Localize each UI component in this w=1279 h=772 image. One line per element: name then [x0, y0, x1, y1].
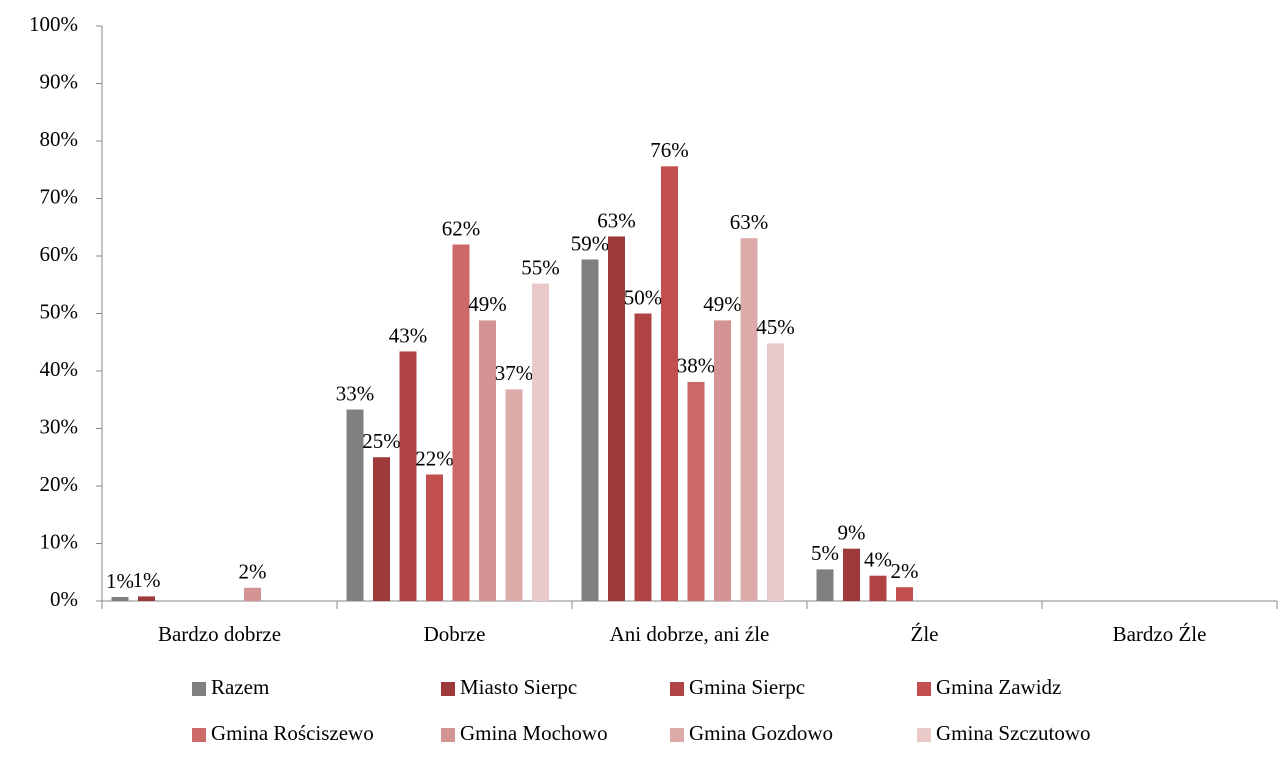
y-tick-label: 60% — [40, 242, 79, 266]
y-tick-label: 20% — [40, 472, 79, 496]
value-label: 43% — [389, 323, 428, 347]
legend-swatch — [670, 728, 684, 742]
legend-label: Gmina Rościszewo — [211, 721, 374, 745]
bar — [479, 320, 496, 601]
bar — [687, 381, 705, 601]
value-label: 55% — [521, 255, 560, 279]
bar — [399, 351, 417, 601]
bar — [452, 244, 470, 601]
value-label: 2% — [891, 559, 919, 583]
legend-label: Gmina Szczutowo — [936, 721, 1091, 745]
bar — [661, 166, 678, 602]
value-label: 63% — [730, 210, 769, 234]
legend-swatch — [192, 682, 206, 696]
x-tick-label: Dobrze — [424, 622, 486, 646]
legend-swatch — [192, 728, 206, 742]
bar — [740, 238, 758, 602]
legend-label: Gmina Zawidz — [936, 675, 1061, 699]
value-label: 76% — [650, 138, 689, 162]
bar — [869, 575, 887, 601]
legend-swatch — [917, 728, 931, 742]
value-label: 1% — [106, 569, 134, 593]
value-label: 59% — [571, 231, 610, 255]
value-label: 1% — [133, 568, 161, 592]
x-tick-label: Ani dobrze, ani źle — [610, 622, 770, 646]
x-tick-label: Bardzo dobrze — [158, 622, 281, 646]
value-label: 37% — [495, 361, 534, 385]
value-label: 50% — [624, 285, 663, 309]
x-tick-label: Źle — [911, 622, 939, 646]
bar — [505, 389, 523, 601]
y-tick-label: 90% — [40, 69, 79, 93]
y-tick-label: 10% — [40, 529, 79, 553]
x-tick-label: Bardzo Źle — [1113, 622, 1207, 646]
y-tick-label: 30% — [40, 414, 79, 438]
y-tick-label: 70% — [40, 184, 79, 208]
value-label: 2% — [239, 560, 267, 584]
value-label: 33% — [336, 381, 375, 405]
value-label: 38% — [677, 354, 716, 378]
value-label: 49% — [703, 292, 742, 316]
y-tick-label: 0% — [50, 587, 78, 611]
bar — [373, 457, 390, 601]
value-label: 9% — [838, 520, 866, 544]
value-label: 62% — [442, 216, 481, 240]
y-tick-label: 100% — [29, 12, 78, 36]
bar — [767, 343, 784, 601]
bar — [714, 320, 731, 601]
bar — [138, 596, 155, 601]
bar — [843, 548, 860, 601]
y-tick-label: 40% — [40, 357, 79, 381]
legend-label: Miasto Sierpc — [460, 675, 577, 699]
legend-label: Gmina Mochowo — [460, 721, 608, 745]
legend-label: Gmina Gozdowo — [689, 721, 833, 745]
y-tick-label: 80% — [40, 127, 79, 151]
value-label: 22% — [415, 446, 454, 470]
bar — [426, 474, 443, 601]
legend-label: Gmina Sierpc — [689, 675, 805, 699]
bar — [608, 236, 625, 601]
bar — [896, 587, 913, 601]
bar — [111, 596, 129, 601]
legend-label: Razem — [211, 675, 269, 699]
bar — [634, 313, 652, 601]
value-label: 5% — [811, 541, 839, 565]
value-label: 63% — [597, 208, 636, 232]
value-label: 49% — [468, 292, 507, 316]
bar — [581, 259, 599, 601]
legend-swatch — [917, 682, 931, 696]
value-label: 4% — [864, 548, 892, 572]
legend-swatch — [670, 682, 684, 696]
bar — [816, 569, 834, 601]
bar — [346, 409, 364, 601]
legend-swatch — [441, 728, 455, 742]
bar — [532, 283, 549, 601]
legend-swatch — [441, 682, 455, 696]
value-label: 45% — [756, 315, 795, 339]
value-label: 25% — [362, 429, 401, 453]
bar — [244, 587, 261, 601]
y-tick-label: 50% — [40, 299, 79, 323]
